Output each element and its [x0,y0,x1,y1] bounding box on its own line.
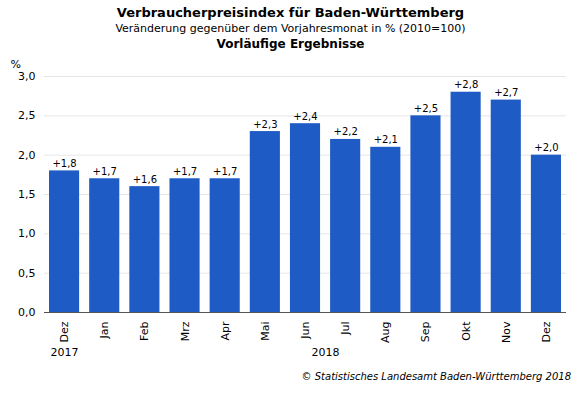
svg-text:Nov: Nov [500,321,513,343]
svg-text:Dez: Dez [540,321,553,342]
html-text:Vorläufige Ergebnisse: Vorläufige Ergebnisse [216,37,365,51]
svg-text:3,0: 3,0 [18,70,36,83]
svg-text:0,5: 0,5 [18,267,36,280]
svg-text:+2,7: +2,7 [494,87,518,98]
svg-text:Feb: Feb [138,321,151,340]
svg-text:+2,5: +2,5 [414,103,438,114]
svg-text:2,5: 2,5 [18,109,36,122]
svg-text:+2,0: +2,0 [534,142,558,153]
html-text:Veränderung gegenüber dem Vorj: Veränderung gegenüber dem Vorjahresmonat… [115,22,466,35]
svg-text:+1,7: +1,7 [213,166,237,177]
svg-text:Aug: Aug [379,322,392,343]
svg-text:Sep: Sep [419,321,432,342]
svg-text:+2,1: +2,1 [374,134,398,145]
svg-text:+2,4: +2,4 [293,111,317,122]
svg-text:+2,3: +2,3 [253,119,277,130]
svg-text:Okt: Okt [460,321,473,341]
svg-text:Dez: Dez [58,321,71,342]
svg-text:+2,8: +2,8 [454,79,478,90]
svg-text:1,0: 1,0 [18,227,36,240]
svg-text:2018: 2018 [312,346,340,359]
svg-text:+1,6: +1,6 [133,174,157,185]
svg-text:Jul: Jul [339,322,352,336]
html-text:Verbraucherpreisindex für Bade: Verbraucherpreisindex für Baden-Württemb… [116,5,465,20]
html-text:© Statistisches Landesamt Bade: © Statistisches Landesamt Baden-Württemb… [301,371,571,382]
svg-text:Jan: Jan [98,321,111,339]
svg-text:Apr: Apr [219,321,232,341]
svg-text:Jun: Jun [299,321,312,339]
svg-text:%: % [11,58,21,71]
svg-text:Mrz: Mrz [179,321,192,341]
svg-text:0,0: 0,0 [18,306,36,319]
svg-text:+2,2: +2,2 [334,126,358,137]
svg-text:2,0: 2,0 [18,149,36,162]
svg-text:+1,8: +1,8 [52,158,76,169]
svg-text:Mai: Mai [259,322,272,341]
svg-text:1,5: 1,5 [18,188,36,201]
svg-text:+1,7: +1,7 [173,166,197,177]
svg-text:2017: 2017 [51,346,79,359]
svg-text:+1,7: +1,7 [93,166,117,177]
